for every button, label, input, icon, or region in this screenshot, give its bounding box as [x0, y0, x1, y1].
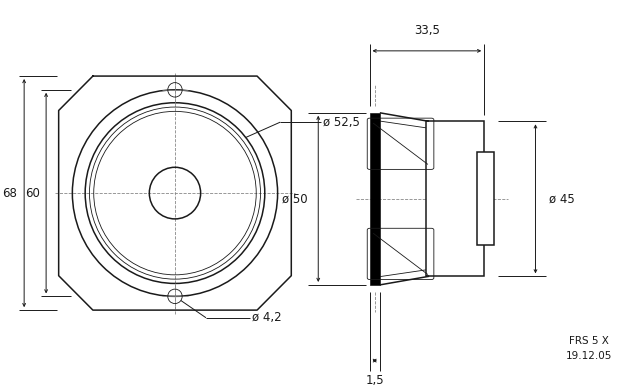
Text: 60: 60 — [25, 187, 40, 199]
Bar — [477, 152, 495, 245]
Text: ø 4,2: ø 4,2 — [252, 311, 281, 324]
Text: 1,5: 1,5 — [365, 374, 384, 387]
Text: 68: 68 — [2, 187, 17, 199]
Text: FRS 5 X: FRS 5 X — [569, 336, 609, 346]
Text: 33,5: 33,5 — [414, 24, 440, 37]
Text: 19.12.05: 19.12.05 — [566, 351, 612, 361]
Text: ø 45: ø 45 — [549, 192, 575, 205]
Bar — [426, 122, 484, 276]
Bar — [370, 113, 380, 285]
Text: ø 52,5: ø 52,5 — [323, 116, 360, 129]
Text: ø 50: ø 50 — [282, 192, 308, 205]
